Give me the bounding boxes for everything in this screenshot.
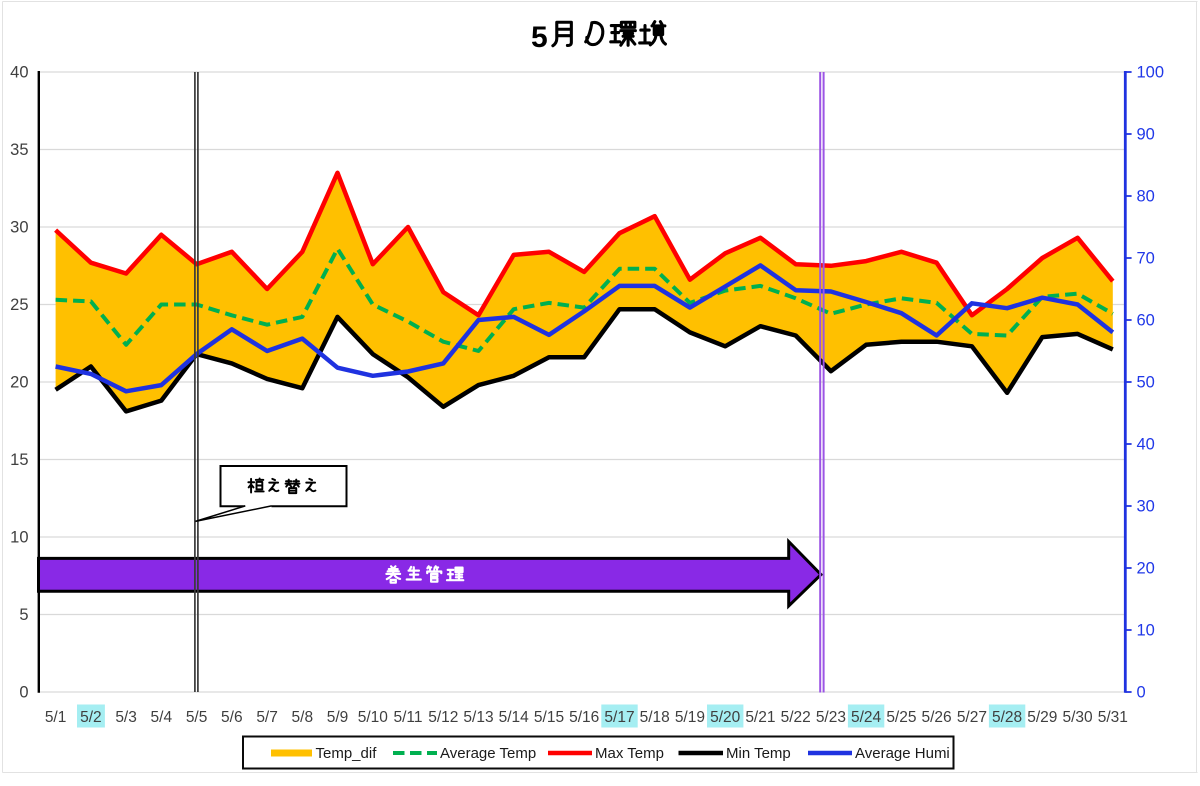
svg-text:5/1: 5/1 [45,709,67,726]
svg-text:10: 10 [1137,622,1155,640]
svg-text:5/13: 5/13 [463,709,493,726]
svg-text:5/30: 5/30 [1063,709,1094,726]
svg-text:5/3: 5/3 [115,709,137,726]
svg-text:5: 5 [19,606,28,624]
svg-text:0: 0 [1137,684,1146,702]
svg-text:40: 40 [1137,436,1155,454]
svg-text:5/9: 5/9 [327,709,349,726]
svg-text:5/6: 5/6 [221,709,243,726]
svg-text:5/24: 5/24 [851,709,882,726]
svg-text:15: 15 [10,451,28,469]
svg-text:20: 20 [10,374,28,392]
svg-text:5/8: 5/8 [292,709,314,726]
svg-text:100: 100 [1137,64,1165,82]
svg-text:5/10: 5/10 [358,709,389,726]
svg-text:5/31: 5/31 [1098,709,1128,726]
svg-text:5/29: 5/29 [1027,709,1057,726]
svg-text:5/15: 5/15 [534,709,564,726]
svg-text:50: 50 [1137,374,1155,392]
svg-text:5/28: 5/28 [992,709,1022,726]
svg-text:90: 90 [1137,126,1155,144]
svg-text:25: 25 [10,296,28,314]
svg-text:5: 5 [531,21,548,54]
svg-text:Average Humi: Average Humi [855,745,950,762]
svg-text:10: 10 [10,529,28,547]
svg-text:5/16: 5/16 [569,709,599,726]
svg-text:5/22: 5/22 [781,709,811,726]
svg-text:Min Temp: Min Temp [726,745,791,762]
svg-text:30: 30 [1137,498,1155,516]
svg-text:20: 20 [1137,560,1155,578]
svg-text:5/7: 5/7 [256,709,278,726]
svg-text:5/18: 5/18 [640,709,670,726]
svg-text:80: 80 [1137,188,1155,206]
svg-text:Max Temp: Max Temp [595,745,664,762]
svg-text:5/17: 5/17 [604,709,634,726]
svg-text:5/26: 5/26 [922,709,952,726]
svg-text:Average Temp: Average Temp [440,745,536,762]
svg-text:70: 70 [1137,250,1155,268]
svg-text:5/11: 5/11 [393,709,422,726]
svg-text:35: 35 [10,141,28,159]
svg-text:Temp_dif: Temp_dif [316,745,378,762]
svg-text:5/14: 5/14 [499,709,530,726]
svg-text:5/4: 5/4 [151,709,173,726]
svg-text:5/5: 5/5 [186,709,208,726]
svg-text:5/25: 5/25 [886,709,916,726]
svg-text:30: 30 [10,219,28,237]
svg-text:5/2: 5/2 [80,709,102,726]
svg-text:5/19: 5/19 [675,709,705,726]
svg-text:60: 60 [1137,312,1155,330]
svg-text:5/12: 5/12 [428,709,458,726]
svg-text:5/21: 5/21 [745,709,775,726]
svg-text:40: 40 [10,64,28,82]
svg-text:5/27: 5/27 [957,709,987,726]
svg-text:5/23: 5/23 [816,709,846,726]
svg-text:5/20: 5/20 [710,709,741,726]
svg-text:0: 0 [19,684,28,702]
